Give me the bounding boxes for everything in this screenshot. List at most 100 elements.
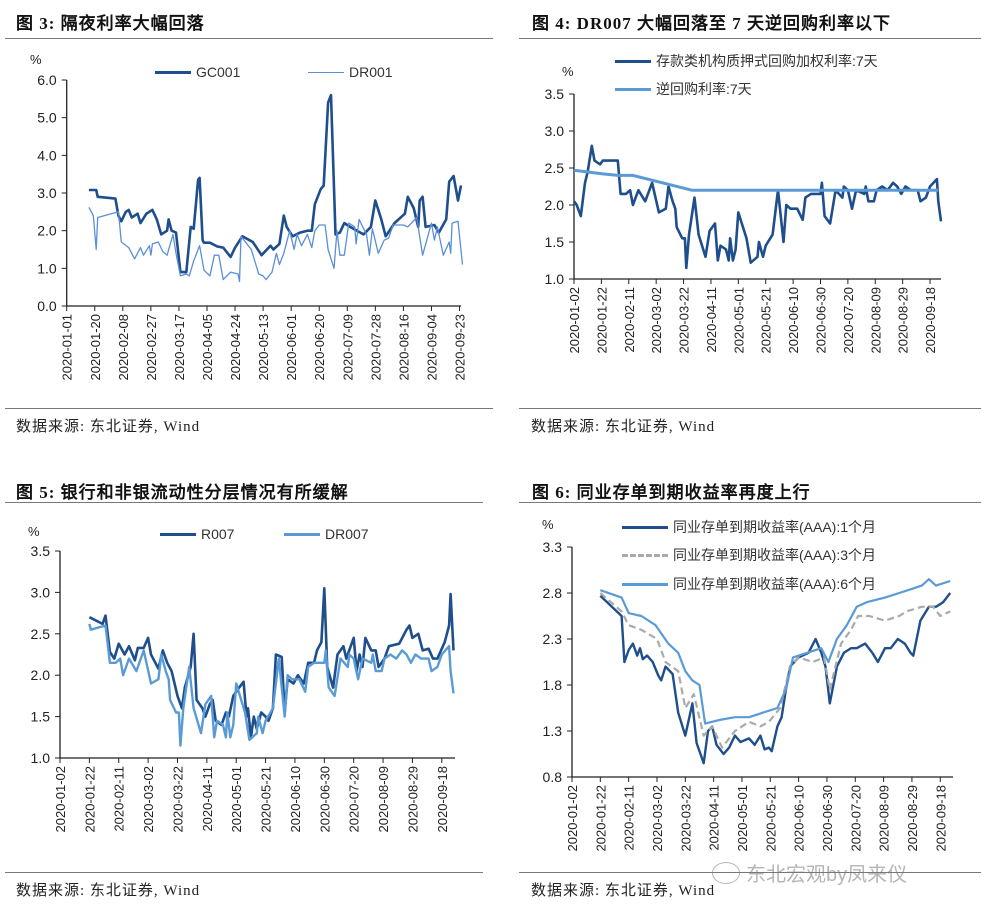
panel-title: 图 5: 银行和非银流动性分层情况有所缓解: [16, 483, 349, 502]
legend-swatch: [155, 70, 191, 74]
x-tick-label: 2020-06-30: [317, 766, 332, 833]
series-line-3: [599, 578, 951, 725]
divider: [519, 872, 981, 873]
x-tick-label: 2020-07-20: [347, 766, 362, 833]
x-tick-label: 2020-07-09: [340, 314, 355, 381]
y-tick-label: 3.5: [31, 543, 51, 559]
x-tick-label: 2020-09-18: [435, 766, 450, 833]
x-tick-label: 2020-04-24: [228, 314, 243, 381]
x-tick-label: 2020-07-20: [848, 785, 863, 852]
x-tick-label: 2020-03-22: [678, 785, 693, 852]
x-tick-label: 2020-02-27: [144, 314, 159, 381]
y-unit-label: %: [30, 52, 42, 67]
series-line-2: [88, 206, 464, 283]
series-line-1: [572, 144, 943, 270]
legend-label: 存款类机构质押式回购加权利率:7天: [656, 53, 878, 69]
divider: [5, 502, 483, 503]
watermark: 东北宏观by凤来仪: [712, 858, 907, 887]
x-tick-label: 2020-08-29: [905, 785, 920, 852]
series-line-1: [599, 592, 952, 765]
watermark-text: 东北宏观by凤来仪: [746, 864, 908, 886]
x-tick-label: 2020-03-22: [170, 766, 185, 833]
source-note: 数据来源: 东北证券, Wind: [16, 883, 201, 899]
y-tick-label: 1.0: [37, 260, 57, 276]
legend-label: 同业存单到期收益率(AAA):3个月: [673, 547, 877, 563]
divider: [519, 38, 981, 39]
x-tick-label: 2020-07-28: [368, 314, 383, 381]
y-tick-label: 2.8: [543, 585, 563, 601]
x-tick-label: 2020-04-11: [200, 766, 215, 832]
y-tick-label: 3.0: [31, 584, 51, 600]
source-note: 数据来源: 东北证券, Wind: [531, 419, 716, 435]
legend-swatch: [615, 59, 651, 63]
panel-title: 图 3: 隔夜利率大幅回落: [16, 14, 205, 33]
y-tick-label: 1.3: [543, 723, 563, 739]
x-tick-label: 2020-01-22: [594, 287, 609, 354]
chart-2: 1.0 1.5 2.0 2.5 3.0 3.5 2020-01-02 2020-01-22 20…: [545, 86, 943, 354]
legend-label: DR007: [325, 526, 369, 542]
x-tick-label: 2020-09-18: [933, 785, 948, 852]
chart-3: 1.0 1.5 2.0 2.5 3.0 3.5 2020-01-02 2020-01-22 20…: [31, 543, 455, 833]
x-tick-label: 2020-06-01: [284, 314, 299, 381]
source-note: 数据来源: 东北证券, Wind: [16, 419, 201, 435]
y-tick-label: 1.5: [545, 234, 565, 250]
legend-item: 同业存单到期收益率(AAA):6个月: [622, 574, 876, 594]
wechat-icon: [712, 861, 740, 884]
x-tick-label: 2020-06-10: [786, 287, 801, 354]
y-tick-label: 4.0: [37, 147, 57, 163]
legend-item: 同业存单到期收益率(AAA):1个月: [622, 517, 876, 537]
series-line-1: [88, 93, 463, 274]
y-unit-label: %: [542, 517, 554, 532]
x-tick-label: 2020-01-02: [53, 766, 68, 833]
legend-label: 同业存单到期收益率(AAA):6个月: [673, 576, 877, 592]
divider: [5, 408, 493, 409]
x-tick-label: 2020-02-11: [622, 287, 637, 353]
x-tick-label: 2020-01-22: [593, 785, 608, 852]
legend-label: 同业存单到期收益率(AAA):1个月: [673, 519, 877, 535]
x-tick-label: 2020-06-30: [813, 287, 828, 354]
x-tick-label: 2020-06-20: [312, 314, 327, 381]
x-tick-label: 2020-05-01: [731, 287, 746, 354]
x-tick-label: 2020-01-01: [60, 314, 75, 381]
y-tick-label: 1.5: [31, 709, 51, 725]
x-tick-label: 2020-09-18: [923, 287, 938, 354]
x-tick-label: 2020-08-09: [376, 766, 391, 833]
x-tick-label: 2020-02-11: [112, 766, 127, 832]
divider: [519, 502, 981, 503]
x-tick-label: 2020-05-13: [256, 314, 271, 381]
x-tick-label: 2020-03-02: [649, 287, 664, 354]
x-tick-label: 2020-08-16: [396, 314, 411, 381]
y-tick-label: 0.0: [37, 298, 57, 314]
legend-item: 存款类机构质押式回购加权利率:7天: [615, 51, 878, 71]
legend-swatch: [622, 582, 668, 586]
y-unit-label: %: [28, 524, 40, 539]
legend-item: DR007: [284, 526, 369, 542]
legend-swatch: [160, 532, 196, 536]
x-tick-label: 2020-06-30: [820, 785, 835, 852]
y-tick-label: 0.8: [543, 769, 563, 785]
y-unit-label: %: [562, 64, 574, 79]
chart-1: 0.0 1.0 2.0 3.0 4.0 5.0 6.0 2020-01-01 2020-01-2…: [37, 72, 467, 381]
x-tick-label: 2020-03-17: [172, 314, 187, 381]
x-tick-label: 2020-05-21: [763, 785, 778, 852]
legend-label: R007: [201, 526, 235, 542]
legend-swatch: [308, 71, 344, 73]
source-note: 数据来源: 东北证券, Wind: [531, 883, 716, 899]
panel-title: 图 4: DR007 大幅回落至 7 天逆回购利率以下: [532, 14, 891, 33]
x-tick-label: 2020-04-11: [704, 287, 719, 353]
legend-item: R007: [160, 526, 234, 542]
x-tick-label: 2020-08-29: [896, 287, 911, 354]
x-tick-label: 2020-05-01: [229, 766, 244, 833]
y-tick-label: 2.0: [37, 223, 57, 239]
chart-4: 0.8 1.3 1.8 2.3 2.8 3.3 2020-01-02 2020-01-22 20…: [543, 539, 953, 852]
series-line-1: [88, 586, 455, 739]
x-tick-label: 2020-04-11: [707, 785, 722, 851]
x-tick-label: 2020-06-10: [792, 785, 807, 852]
legend-item: GC001: [155, 64, 240, 80]
legend-item: 逆回购利率:7天: [615, 79, 752, 99]
y-tick-label: 2.5: [31, 626, 51, 642]
x-tick-label: 2020-03-02: [141, 766, 156, 833]
x-tick-label: 2020-02-11: [622, 785, 637, 851]
x-tick-label: 2020-01-02: [567, 287, 582, 354]
